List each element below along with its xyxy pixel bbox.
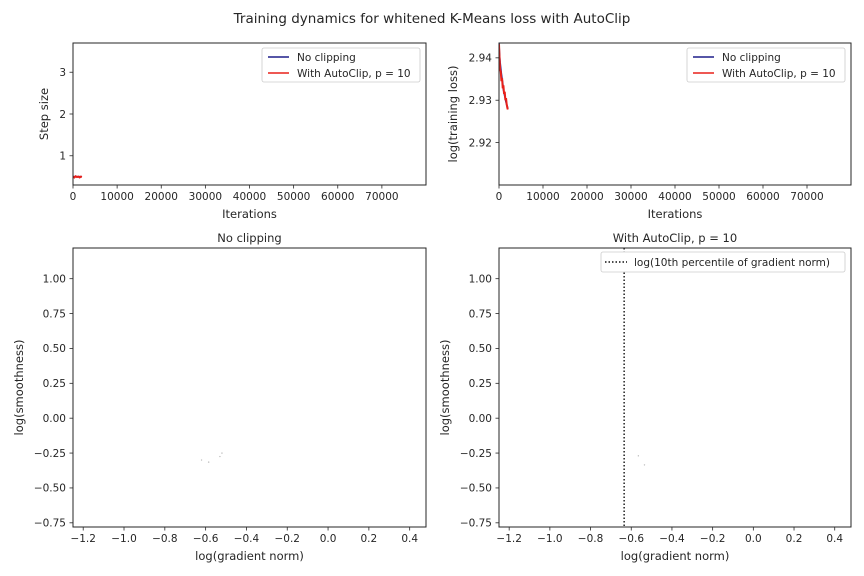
x-tick-label: 0.0: [745, 533, 762, 545]
figure-title: Training dynamics for whitened K-Means l…: [233, 11, 631, 27]
x-tick-label: 0.0: [320, 533, 337, 545]
axes-frame: [498, 247, 852, 528]
x-tick-label: 0.4: [826, 533, 843, 545]
plot-area: [73, 174, 83, 179]
axes-frame: [72, 247, 427, 528]
x-tick-label: −0.2: [274, 533, 300, 545]
x-tick-label: 70000: [790, 191, 823, 203]
y-tick-label: 0.25: [469, 378, 492, 390]
scatter-point: [219, 455, 221, 458]
x-tick-label: −0.8: [152, 533, 178, 545]
scatter-point: [221, 452, 223, 454]
y-tick-label: 0.75: [43, 308, 66, 320]
x-tick-label: 60000: [321, 191, 354, 203]
chart-panel-4: With AutoClip, p = 10 −1.2 −1.0 −0.8 −0.6 −0.…: [438, 231, 852, 563]
y-tick-label: −0.75: [34, 518, 66, 530]
y-tick-label: 2.93: [469, 95, 492, 107]
legend-frame: [686, 47, 846, 83]
y-axis-label: log(training loss): [446, 66, 460, 163]
x-tick-label: 30000: [189, 191, 222, 203]
x-tick-label: 0.2: [786, 533, 803, 545]
y-tick-label: 0.50: [469, 343, 492, 355]
y-axis-label: Step size: [37, 88, 51, 140]
legend-label: No clipping: [722, 52, 781, 64]
x-tick-label: 20000: [570, 191, 603, 203]
x-tick-label: 0.4: [401, 533, 418, 545]
plot-area: [623, 248, 646, 527]
x-tick-label: −1.0: [537, 533, 563, 545]
y-axis-label: log(smoothness): [438, 340, 452, 436]
x-tick-label: 50000: [277, 191, 310, 203]
y-tick-label: 1: [59, 151, 66, 163]
axes-frame: [72, 42, 427, 186]
y-axis-label: log(smoothness): [12, 340, 26, 436]
x-tick-label: 40000: [658, 191, 691, 203]
legend: No clipping With AutoClip, p = 10: [686, 47, 846, 83]
x-tick-label: 0: [496, 191, 503, 203]
y-tick-label: 3: [59, 67, 66, 79]
y-tick-label: 0.75: [469, 308, 492, 320]
scatter-point: [200, 459, 203, 461]
x-tick-label: 0.2: [361, 533, 378, 545]
plot-area: [200, 452, 223, 463]
x-tick-label: −0.6: [193, 533, 219, 545]
y-tick-label: 2.94: [469, 53, 493, 65]
legend-label: With AutoClip, p = 10: [297, 68, 411, 80]
y-tick-label: 0.50: [43, 343, 66, 355]
panel-title: No clipping: [217, 231, 281, 245]
axes-frame: [498, 42, 852, 186]
x-tick-label: 20000: [145, 191, 178, 203]
plot-area: [499, 43, 509, 110]
panel-title: With AutoClip, p = 10: [613, 231, 737, 245]
x-tick-label: −0.6: [619, 533, 645, 545]
x-tick-label: −1.0: [111, 533, 137, 545]
chart-panel-2: 0 10000 20000 30000 40000 50000 60000 70000 2.92…: [446, 42, 852, 221]
y-tick-label: −0.25: [460, 448, 492, 460]
legend-frame: [600, 251, 846, 273]
chart-panel-3: No clipping −1.2 −1.0 −0.8 −0.6 −0.4 −0.2 0.0 0.…: [12, 231, 427, 563]
legend-label: log(10th percentile of gradient norm): [634, 257, 830, 269]
y-tick-label: −0.75: [460, 518, 492, 530]
x-tick-label: −0.8: [578, 533, 604, 545]
x-tick-label: 30000: [614, 191, 647, 203]
series-line-2: [73, 174, 83, 179]
legend-label: No clipping: [297, 52, 356, 64]
x-tick-label: 50000: [702, 191, 735, 203]
x-axis-label: Iterations: [222, 207, 277, 221]
x-axis-label: log(gradient norm): [195, 549, 304, 563]
y-tick-label: 2.92: [469, 137, 492, 149]
scatter-point: [207, 461, 210, 463]
scatter-point: [637, 455, 640, 457]
y-tick-label: −0.25: [34, 448, 66, 460]
y-tick-label: 1.00: [43, 273, 66, 285]
legend: No clipping With AutoClip, p = 10: [261, 47, 421, 83]
series-line-2: [499, 44, 509, 110]
x-tick-label: 0: [70, 191, 77, 203]
x-tick-label: 70000: [365, 191, 398, 203]
x-axis-label: log(gradient norm): [621, 549, 730, 563]
x-tick-label: 10000: [100, 191, 133, 203]
x-tick-label: 60000: [746, 191, 779, 203]
y-tick-label: 2: [59, 109, 66, 121]
x-tick-label: −0.4: [659, 533, 685, 545]
x-tick-label: −1.2: [496, 533, 522, 545]
x-tick-label: 40000: [233, 191, 266, 203]
x-tick-label: −0.4: [234, 533, 260, 545]
y-tick-label: −0.50: [460, 483, 492, 495]
y-tick-label: 1.00: [469, 273, 492, 285]
legend-label: With AutoClip, p = 10: [722, 68, 836, 80]
legend: log(10th percentile of gradient norm): [600, 251, 846, 273]
x-tick-label: −0.2: [700, 533, 726, 545]
chart-panel-1: 0 10000 20000 30000 40000 50000 60000 70000 1 2 3 I…: [37, 42, 427, 221]
legend-frame: [261, 47, 421, 83]
x-axis-label: Iterations: [648, 207, 703, 221]
x-tick-label: 10000: [526, 191, 559, 203]
x-tick-label: −1.2: [70, 533, 96, 545]
y-tick-label: −0.50: [34, 483, 66, 495]
y-tick-label: 0.25: [43, 378, 66, 390]
y-tick-label: 0.00: [43, 413, 66, 425]
y-tick-label: 0.00: [469, 413, 492, 425]
scatter-point: [643, 464, 646, 466]
